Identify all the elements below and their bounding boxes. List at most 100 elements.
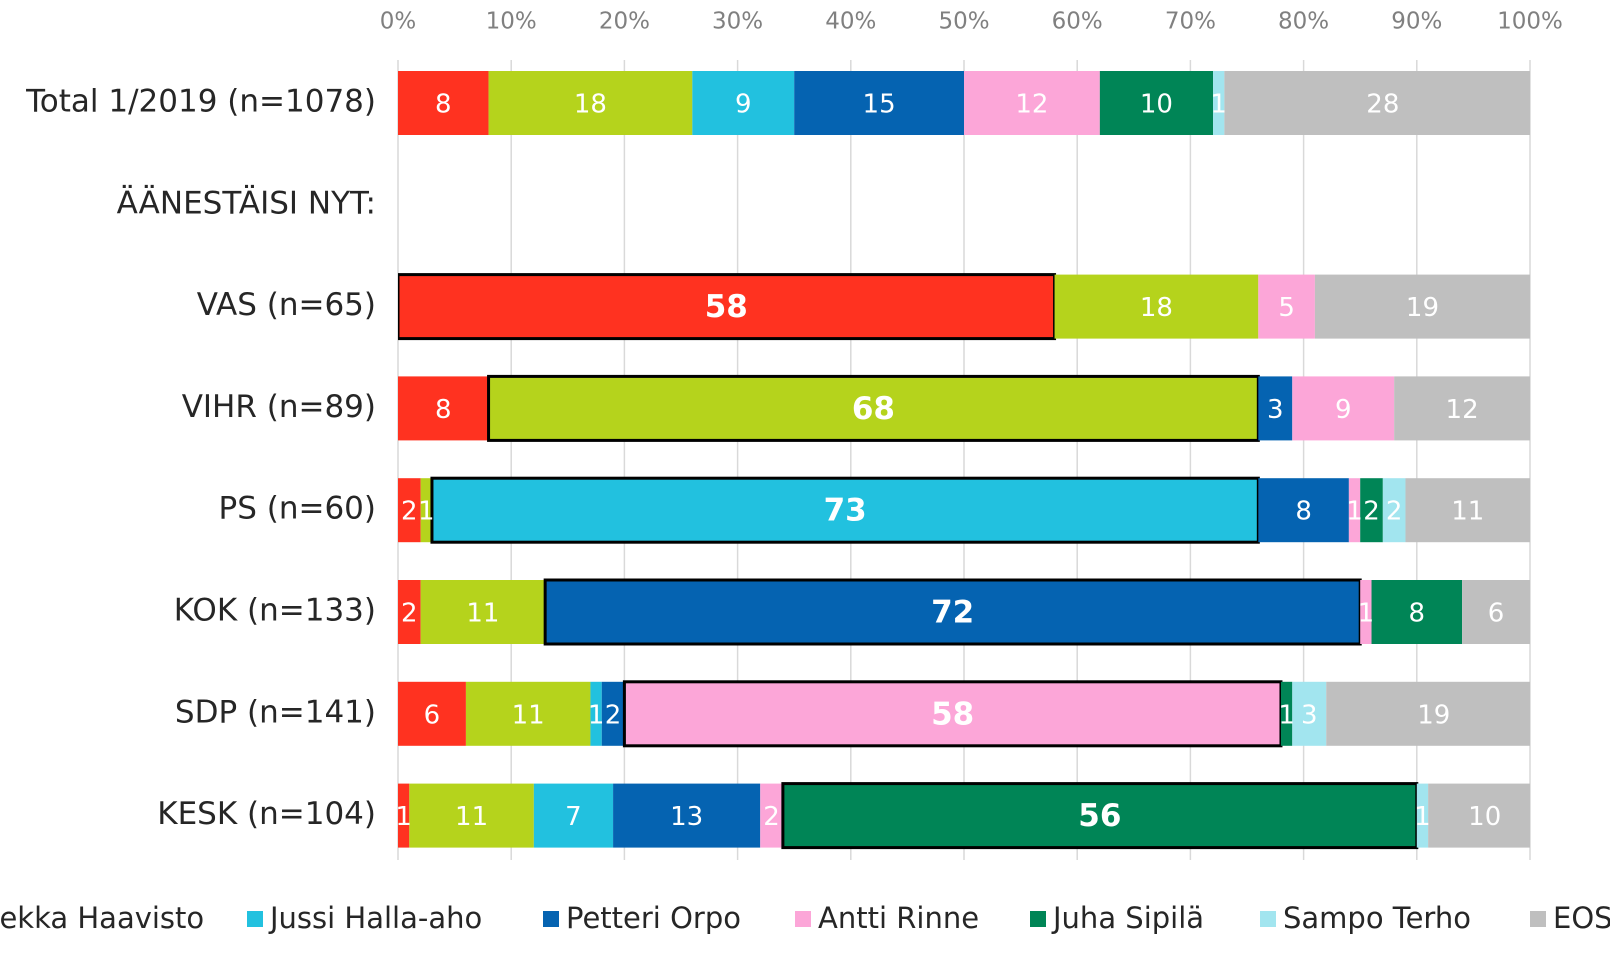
x-tick-label: 10% bbox=[486, 9, 537, 35]
value-label: 12 bbox=[1446, 395, 1479, 425]
bar-segment bbox=[430, 476, 1260, 544]
legend-swatch bbox=[1530, 911, 1546, 927]
value-label: 10 bbox=[1468, 802, 1501, 832]
value-label: 1 bbox=[1414, 802, 1431, 832]
bar-segment bbox=[1360, 478, 1383, 543]
legend-swatch bbox=[795, 911, 811, 927]
value-label: 15 bbox=[863, 90, 896, 120]
value-label: 1 bbox=[418, 497, 435, 527]
bar-segment bbox=[1314, 274, 1530, 339]
value-label: 11 bbox=[455, 802, 488, 832]
category-label: PS (n=60) bbox=[219, 491, 376, 527]
bar-segment bbox=[1224, 71, 1530, 135]
bar-segment bbox=[398, 71, 489, 135]
value-label: 68 bbox=[852, 391, 895, 427]
bar-segment bbox=[1054, 274, 1259, 339]
value-label: 1 bbox=[1278, 700, 1295, 730]
category-label: KESK (n=104) bbox=[157, 796, 376, 832]
legend-label: Petteri Orpo bbox=[566, 901, 741, 935]
value-label: 10 bbox=[1140, 90, 1173, 120]
bar-segment bbox=[1405, 478, 1530, 543]
value-label: 8 bbox=[1409, 599, 1426, 629]
bar-segment bbox=[601, 681, 625, 746]
value-label: 58 bbox=[705, 289, 748, 325]
value-label: 2 bbox=[763, 802, 780, 832]
value-label: 56 bbox=[1078, 798, 1121, 834]
x-tick-label: 90% bbox=[1391, 9, 1442, 35]
legend-label: Juha Sipilä bbox=[1051, 901, 1204, 935]
legend-swatch bbox=[1260, 911, 1276, 927]
bar-segment bbox=[465, 681, 591, 746]
value-label: 1 bbox=[1358, 599, 1375, 629]
value-label: 1 bbox=[395, 802, 412, 832]
legend-swatch bbox=[543, 911, 559, 927]
value-label: 9 bbox=[735, 90, 752, 120]
x-tick-label: 50% bbox=[938, 9, 989, 35]
value-label: 1 bbox=[1210, 90, 1227, 120]
value-label: 6 bbox=[1488, 599, 1505, 629]
bar-segment bbox=[420, 478, 432, 543]
value-label: 19 bbox=[1417, 700, 1450, 730]
category-label: Total 1/2019 (n=1078) bbox=[25, 84, 376, 120]
value-label: 7 bbox=[565, 802, 582, 832]
category-label: VIHR (n=89) bbox=[182, 389, 376, 425]
bar-segment bbox=[543, 578, 1362, 646]
bar-segment bbox=[1394, 376, 1530, 441]
bar-segment bbox=[760, 783, 783, 848]
bar-segment bbox=[1382, 478, 1406, 543]
bar-segment bbox=[1348, 478, 1361, 543]
bar-segment bbox=[1371, 580, 1463, 644]
legend-swatch bbox=[1030, 911, 1046, 927]
value-label: 28 bbox=[1366, 90, 1399, 120]
x-tick-label: 40% bbox=[825, 9, 876, 35]
bar-segment bbox=[781, 782, 1419, 850]
value-label: 8 bbox=[435, 395, 452, 425]
bar-segment bbox=[398, 376, 489, 441]
bar-segment bbox=[398, 478, 421, 543]
bar-segment bbox=[613, 783, 761, 848]
bar-segment bbox=[1428, 783, 1530, 848]
value-label: 2 bbox=[1386, 497, 1403, 527]
legend-label: Pekka Haavisto bbox=[0, 901, 204, 935]
bars bbox=[398, 71, 1530, 850]
legend-label: Jussi Halla-aho bbox=[268, 901, 482, 935]
category-label: VAS (n=65) bbox=[197, 287, 376, 323]
bar-segment bbox=[1292, 376, 1395, 441]
bar-segment bbox=[1099, 71, 1214, 135]
value-label: 8 bbox=[435, 90, 452, 120]
bar-segment bbox=[1258, 274, 1315, 339]
value-label: 1 bbox=[1346, 497, 1363, 527]
x-tick-label: 20% bbox=[599, 9, 650, 35]
bar-segment bbox=[398, 783, 410, 848]
bar-segment bbox=[398, 273, 1057, 341]
value-label: 3 bbox=[1301, 700, 1318, 730]
value-label: 11 bbox=[512, 700, 545, 730]
legend-label: EOS bbox=[1553, 901, 1610, 935]
bar-segment bbox=[488, 71, 693, 135]
bar-segment bbox=[420, 580, 546, 644]
value-label: 18 bbox=[1140, 293, 1173, 323]
category-label: ÄÄNESTÄISI NYT: bbox=[117, 185, 376, 221]
value-label: 9 bbox=[1335, 395, 1352, 425]
bar-segment bbox=[1292, 681, 1327, 746]
bar-segment bbox=[533, 783, 614, 848]
value-label: 5 bbox=[1278, 293, 1295, 323]
value-label: 2 bbox=[605, 700, 622, 730]
value-label: 3 bbox=[1267, 395, 1284, 425]
x-tick-label: 60% bbox=[1052, 9, 1103, 35]
bar-segment bbox=[1213, 71, 1225, 135]
bar-segment bbox=[964, 71, 1100, 135]
bar-segment bbox=[398, 580, 421, 644]
value-label: 58 bbox=[931, 696, 974, 732]
value-label: 11 bbox=[1451, 497, 1484, 527]
value-label: 2 bbox=[401, 599, 418, 629]
legend-label: Sampo Terho bbox=[1283, 901, 1471, 935]
value-label: 2 bbox=[1363, 497, 1380, 527]
value-label: 2 bbox=[401, 497, 418, 527]
bar-segment bbox=[1280, 681, 1293, 746]
x-tick-label: 100% bbox=[1497, 9, 1563, 35]
bar-segment bbox=[1462, 580, 1530, 644]
bar-segment bbox=[1416, 783, 1429, 848]
value-label: 18 bbox=[574, 90, 607, 120]
